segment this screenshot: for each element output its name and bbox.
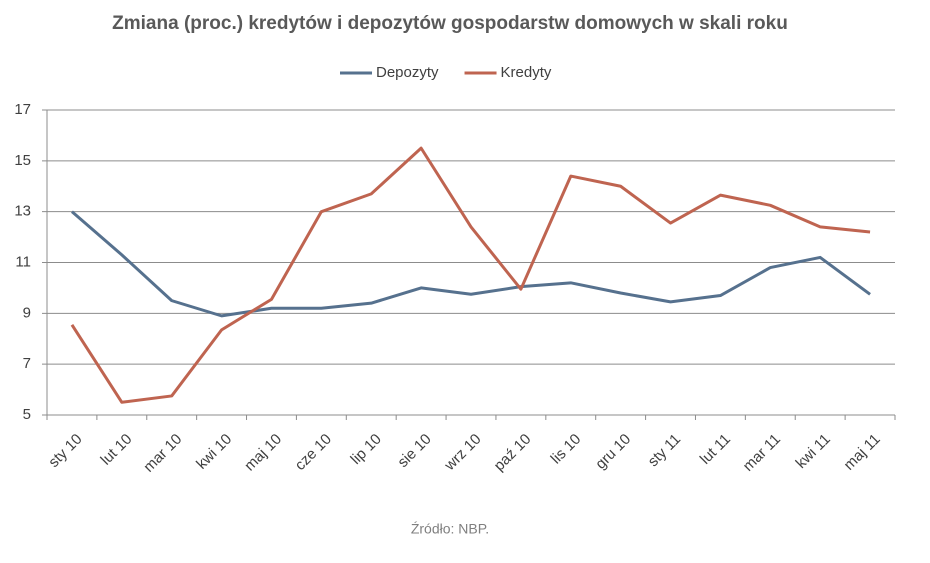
y-tick-label: 15 [14,152,31,169]
x-tick-label: gru 10 [592,431,634,473]
x-tick-label: maj 10 [241,431,285,475]
legend-label: Depozyty [376,64,439,81]
y-tick-label: 5 [23,406,31,423]
chart-title: Zmiana (proc.) kredytów i depozytów gosp… [112,13,788,34]
x-tick-label: lis 10 [548,431,585,468]
x-tick-label: sie 10 [394,431,434,471]
x-tick-label: cze 10 [292,431,335,474]
x-tick-label: maj 11 [841,431,884,474]
y-tick-label: 11 [15,253,31,270]
x-tick-label: lip 10 [347,431,384,468]
y-tick-label: 17 [14,101,31,118]
x-tick-label: mar 10 [140,431,185,476]
y-tick-label: 13 [14,203,31,220]
y-tick-label: 7 [23,355,31,372]
x-tick-label: paź 10 [491,431,535,475]
x-tick-label: lut 11 [697,431,734,468]
x-tick-label: sty 10 [45,431,85,471]
legend-label: Kredyty [501,64,552,81]
x-tick-label: sty 11 [645,431,685,471]
y-tick-label: 9 [23,304,31,321]
x-tick-label: kwi 11 [793,431,834,472]
x-tick-label: kwi 10 [193,431,235,473]
series-line [70,210,871,318]
x-tick-label: wrz 10 [441,431,485,475]
x-tick-label: mar 11 [740,431,784,475]
x-tick-label: lut 10 [97,431,135,469]
series-line [70,146,871,404]
source: Źródło: NBP. [411,521,489,537]
